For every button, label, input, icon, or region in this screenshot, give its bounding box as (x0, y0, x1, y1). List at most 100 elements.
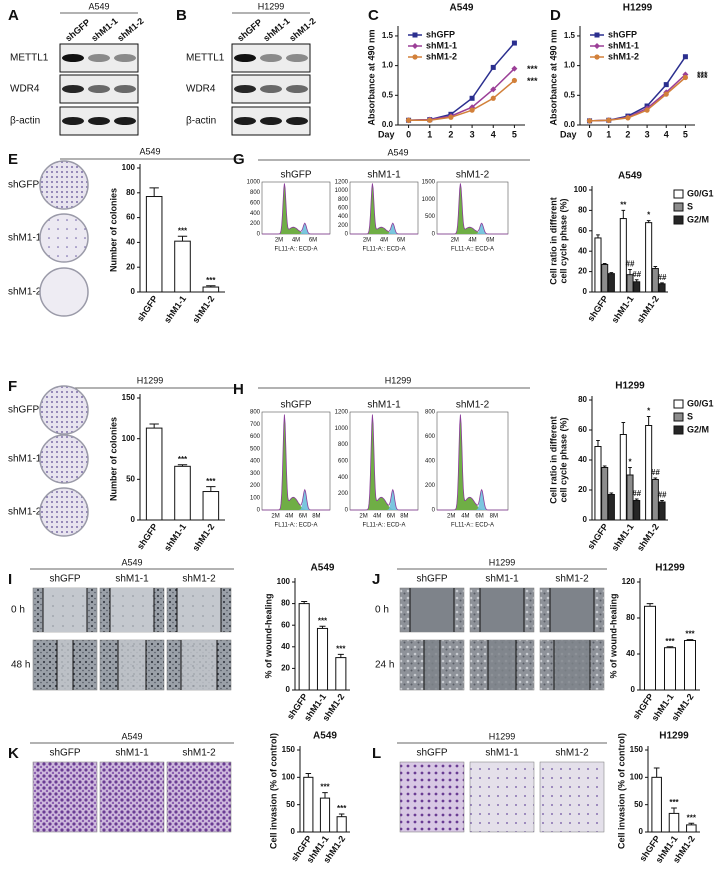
row-label: shM1-1 (8, 233, 42, 244)
error-bar (301, 600, 308, 604)
bar (684, 640, 696, 691)
flow-y-tick: 800 (250, 410, 261, 416)
flow-fit (437, 414, 508, 511)
flow-y-tick: 1000 (247, 180, 261, 186)
error-bar (660, 282, 664, 284)
flow-g1-area (350, 414, 418, 510)
x-tick-label: shM1-2 (190, 294, 216, 325)
x-tick-label: shM1-1 (610, 522, 636, 553)
y-tick-label: 0 (131, 287, 136, 296)
data-point (663, 91, 669, 97)
flow-y-tick: 800 (425, 410, 436, 416)
colony-dish (39, 213, 89, 263)
chart-title: A549 (450, 3, 474, 14)
wound-gap (177, 588, 221, 632)
legend-marker (412, 54, 418, 60)
panel-title: A549 (387, 147, 408, 157)
data-point (490, 64, 496, 70)
chart-title: A549 (618, 171, 642, 182)
error-bar (628, 467, 632, 475)
panel-letter: D (550, 7, 561, 24)
x-tick-label: shGFP (585, 522, 610, 552)
y-tick-label: 20 (578, 267, 587, 276)
column-label: shM1-1 (485, 748, 519, 759)
bar (658, 283, 666, 293)
blot-band (88, 85, 110, 93)
data-point (586, 118, 593, 124)
legend-swatch (673, 399, 684, 409)
blot-band (286, 85, 308, 93)
legend-label: shM1-1 (426, 40, 457, 50)
flow-x-tick: 6M (486, 238, 494, 244)
error-bar (177, 235, 188, 242)
bar (601, 263, 609, 293)
data-point (606, 117, 612, 123)
column-label: shM1-1 (115, 574, 149, 585)
data-point (682, 54, 688, 60)
y-tick-label: 80 (626, 613, 635, 622)
error-bar (621, 422, 626, 435)
x-tick-label: 4 (664, 129, 669, 139)
y-tick-label: 60 (126, 213, 135, 222)
blot-band (114, 117, 136, 125)
significance: * (647, 407, 651, 416)
flow-g1-area (262, 414, 330, 510)
bar (686, 824, 697, 833)
y-axis-label: Number of colonies (108, 188, 118, 272)
legend-marker (594, 54, 600, 60)
panel-letter: C (368, 7, 379, 24)
y-tick-label: 40 (281, 642, 290, 651)
y-tick-label: 100 (122, 434, 136, 443)
blot-band (234, 117, 256, 125)
y-tick-label: 1.0 (564, 61, 576, 70)
panel-letter: I (8, 571, 12, 588)
legend-label: G2/M (687, 424, 709, 434)
column-label: shM1-2 (182, 748, 216, 759)
panel-letter: F (8, 378, 17, 395)
x-tick-label: shM1-1 (162, 522, 188, 553)
error-bar (322, 792, 328, 799)
panel-letter: A (8, 7, 19, 24)
x-tick-label: 2 (625, 129, 630, 139)
lane-label: shM1-1 (89, 16, 119, 44)
y-axis-label: Absorbance at 490 nm (548, 29, 558, 125)
wound-gap (43, 588, 87, 632)
blot-band (234, 85, 256, 93)
row-label: WDR4 (10, 84, 40, 95)
chart-title: H1299 (655, 563, 685, 574)
flow-fit (437, 183, 508, 235)
bar (594, 446, 602, 521)
flow-y-tick: 0 (432, 232, 436, 238)
flow-y-tick: 200 (250, 221, 261, 227)
y-tick-label: 100 (122, 163, 136, 172)
significance: ## (632, 270, 641, 279)
row-label: shGFP (8, 180, 39, 191)
column-label: shM1-2 (555, 748, 589, 759)
error-bar (596, 440, 600, 447)
flow-y-tick: 1200 (335, 410, 349, 416)
flow-x-tick: 4M (380, 238, 388, 244)
error-bar (628, 269, 632, 275)
flow-fit (350, 414, 418, 511)
data-point (405, 117, 412, 123)
x-tick-label: shM1-2 (190, 522, 216, 553)
error-bar (653, 767, 660, 778)
significance: *** (527, 76, 538, 86)
legend-swatch (673, 425, 684, 435)
wound-gap (488, 640, 516, 690)
significance: *** (178, 455, 188, 464)
significance: *** (697, 70, 708, 80)
legend-label: shM1-1 (608, 40, 639, 50)
flow-x-tick: 8M (400, 514, 408, 520)
legend-swatch (673, 189, 684, 199)
data-point (511, 65, 518, 72)
flow-name: shGFP (280, 400, 311, 411)
flow-y-tick: 400 (250, 459, 261, 465)
flow-x-tick: 6M (299, 514, 307, 520)
flow-y-tick: 0 (257, 232, 261, 238)
bar (319, 797, 331, 833)
flow-y-tick: 600 (338, 459, 349, 465)
significance: ## (658, 491, 667, 500)
y-tick-label: 50 (286, 800, 295, 809)
flow-x-tick: 2M (451, 238, 459, 244)
